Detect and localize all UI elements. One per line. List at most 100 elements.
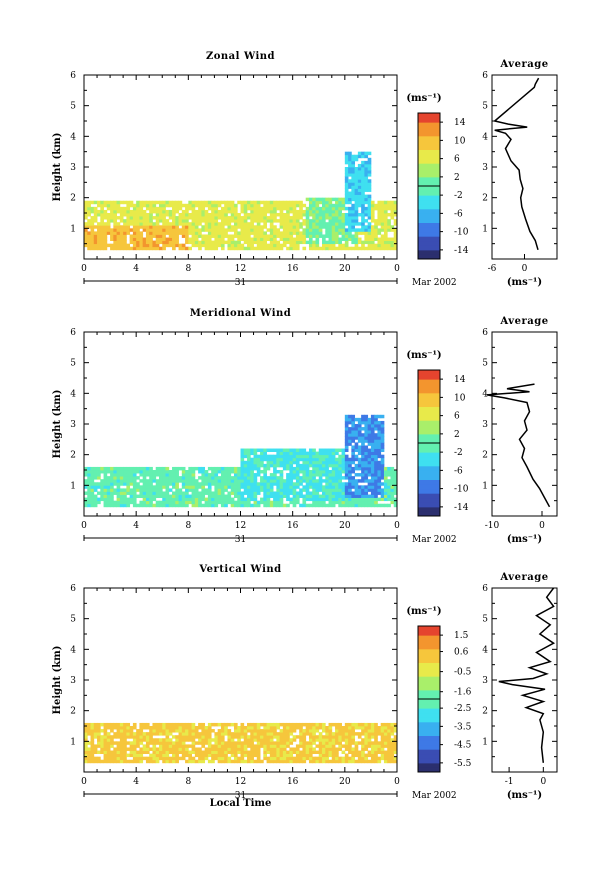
heatmap-cell [286,206,290,211]
heatmap-cell [139,240,144,245]
heatmap-cell [269,463,274,468]
heatmap-cell [87,747,91,751]
heatmap-cell [312,454,316,459]
heatmap-cell [292,470,297,474]
heatmap-cell [364,228,369,232]
heatmap-cell [279,753,284,758]
heatmap-cell [390,741,395,745]
heatmap-cell [175,503,179,508]
heatmap-cell [250,753,254,758]
heatmap-cell [145,219,150,223]
heatmap-cell [263,741,267,745]
heatmap-cell [119,732,124,736]
heatmap-cell [142,738,147,742]
heatmap-cell [110,243,114,248]
heatmap-cell [374,494,378,498]
heatmap-cell [198,738,202,742]
heatmap-cell [97,485,101,489]
heatmap-cell [370,430,375,434]
heatmap-cell [224,485,228,489]
heatmap-cell [185,203,189,208]
heatmap-cell [374,231,378,235]
heatmap-cell [282,454,287,459]
heatmap-cell [198,470,202,474]
heatmap-cell [119,228,124,232]
heatmap-cell [335,216,339,220]
heatmap-cell [240,735,245,739]
heatmap-cell [286,732,290,736]
y-axis-label: Height (km) [52,390,63,459]
heatmap-cell [289,497,294,502]
heatmap-cell [354,194,359,199]
heatmap-cell [367,497,372,502]
heatmap-cell [370,216,375,220]
heatmap-cell [103,744,108,748]
heatmap-cell [237,732,241,736]
heatmap-cell [256,203,261,208]
heatmap-cell [383,470,388,474]
heatmap-cell [207,744,212,748]
heatmap-cell [217,234,222,238]
heatmap-cell [390,209,395,214]
heatmap-cell [344,439,349,443]
heatmap-cell [237,738,241,742]
heatmap-cell [344,463,349,468]
heatmap-cell [325,753,329,758]
heatmap-cell [256,243,261,248]
heatmap-cell [305,470,310,474]
heatmap-cell [279,503,284,508]
heatmap-cell [292,726,297,730]
heatmap-cell [103,485,108,489]
heatmap-cell [383,200,388,205]
heatmap-cell [331,457,336,462]
heatmap-cell [364,457,369,462]
heatmap-cell [383,243,388,248]
heatmap-cell [282,463,287,468]
heatmap-cell [341,500,346,505]
heatmap-cell [351,436,356,440]
x-tick-label: 4 [133,777,139,787]
heatmap-cell [110,473,114,477]
heatmap-cell [383,485,388,489]
heatmap-cell [338,228,342,232]
heatmap-cell [380,206,385,211]
heatmap-cell [217,722,222,727]
heatmap-cell [233,209,238,214]
heatmap-cell [279,473,284,477]
heatmap-cell [116,228,121,232]
heatmap-cell [383,222,388,226]
heatmap-cell [361,500,365,505]
heatmap-cell [331,197,336,202]
colorbar-swatch [418,730,440,736]
heatmap-cell [286,491,290,495]
heatmap-cell [335,237,339,241]
heatmap-cell [295,744,300,748]
heatmap-cell [273,228,277,232]
heatmap-cell [295,216,300,220]
heatmap-cell [276,243,281,248]
heatmap-cell [233,494,238,498]
colorbar-swatch [418,158,440,164]
heatmap-cell [224,200,228,205]
heatmap-cell [357,491,362,495]
heatmap-cell [364,179,369,183]
heatmap-cell [279,750,284,754]
heatmap-cell [123,732,127,736]
heatmap-cell [354,243,359,248]
heatmap-cell [132,500,137,505]
colorbar-swatch [418,506,440,512]
colorbar-swatch [418,438,440,444]
heatmap-cell [367,216,372,220]
heatmap-cell [84,500,88,505]
heatmap-cell [377,213,382,217]
colorbar-swatch [418,149,440,155]
heatmap-cell [380,457,385,462]
y-tick-label: 1 [70,224,76,234]
heatmap-cell [253,213,258,217]
heatmap-cell [348,497,352,502]
heatmap-cell [230,470,235,474]
heatmap-cell [289,243,294,248]
heatmap-cell [132,222,137,226]
heatmap-cell [374,439,378,443]
heatmap-cell [338,756,342,761]
